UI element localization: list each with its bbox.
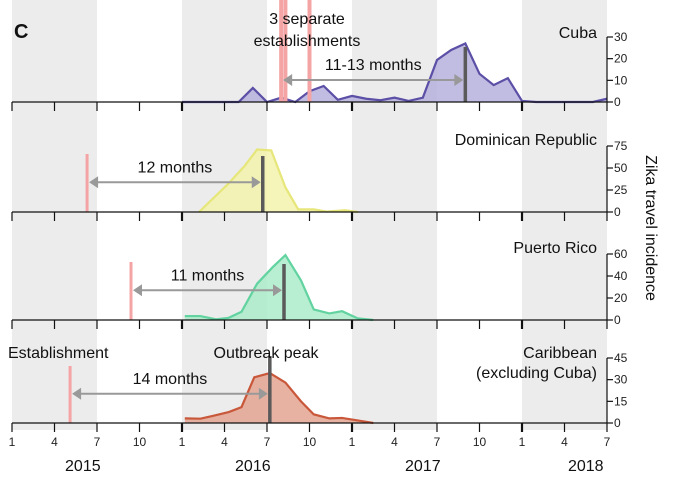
y-tick-label: 25 [614,183,628,197]
month-tick-label: 4 [391,435,398,449]
cuba-establishments-label-2: establishments [254,33,361,50]
y-tick-label: 30 [614,373,628,387]
month-tick-label: 7 [264,435,271,449]
series-area [199,149,358,212]
month-tick-label: 10 [473,435,487,449]
panel-title: Dominican Republic [455,132,597,149]
y-tick-label: 30 [614,30,628,44]
year-label: 2017 [405,458,441,475]
arrow-head-left-icon [89,176,99,189]
arrow-head-left-icon [72,387,82,400]
panel-subtitle: (excluding Cuba) [476,365,597,382]
month-tick-label: 10 [303,435,317,449]
arrow-head-right-icon [454,74,464,86]
panel-puerto-rico: 11 months Puerto Rico 0 20 40 60 [11,240,628,329]
arrow-head-right-icon [273,284,282,297]
series-area [184,255,374,320]
y-tick-label: 0 [614,205,621,219]
panel-cuba: 11-13 months Cuba 0 10 20 30 [11,0,628,111]
month-tick-label: 10 [133,435,147,449]
interval-label: 14 months [133,371,208,388]
x-axis-labels: 1 4 7 10 1 4 7 10 1 4 7 10 1 4 7 2015 2016 2017 2018 [9,435,611,475]
year-label: 2016 [235,458,271,475]
y-tick-label: 10 [614,73,628,87]
year-label: 2015 [65,458,101,475]
interval-label: 11-13 months [325,57,422,74]
month-tick-label: 7 [94,435,101,449]
series-line [184,371,374,425]
y-tick-label: 45 [614,351,628,365]
arrow-head-left-icon [283,74,293,86]
year-label: 2018 [568,458,604,475]
month-tick-label: 7 [434,435,441,449]
month-tick-label: 1 [519,435,526,449]
y-tick-label: 0 [614,313,621,327]
panel-title: Cuba [559,25,597,42]
panel-dominican-republic: 12 months Dominican Republic 0 25 50 75 [11,132,628,221]
panel-letter: C [14,21,28,43]
panel-title: Caribbean [523,345,597,362]
month-tick-label: 4 [51,435,58,449]
y-tick-label: 60 [614,247,628,261]
panel-caribbean: 14 months Caribbean (excluding Cuba) 0 15 30 4… [11,345,628,432]
cuba-establishments-label-1: 3 separate [269,11,345,28]
month-tick-label: 1 [349,435,356,449]
panel-title: Puerto Rico [513,240,597,257]
y-tick-label: 0 [614,95,621,109]
arrow-head-left-icon [133,284,142,297]
y-tick-label: 20 [614,291,628,305]
panels: 11-13 months Cuba 0 10 20 30 12 months Dominica… [11,0,628,432]
interval-label: 11 months [171,267,245,284]
month-tick-label: 7 [604,435,611,449]
month-tick-label: 1 [9,435,16,449]
establishment-label: Establishment [8,345,109,362]
y-tick-label: 0 [614,416,621,430]
arrow-head-right-icon [251,176,261,189]
month-tick-label: 1 [179,435,186,449]
series-area [184,373,374,423]
outbreak-peak-label: Outbreak peak [214,345,320,362]
y-tick-label: 20 [614,52,628,66]
month-tick-label: 4 [561,435,568,449]
y-tick-label: 75 [614,139,628,153]
month-tick-label: 4 [221,435,228,449]
y-axis-title: Zika travel incidence [642,155,659,301]
arrow-head-right-icon [258,387,268,400]
interval-label: 12 months [138,159,213,176]
y-tick-label: 15 [614,394,628,408]
series-line [184,253,374,322]
y-tick-label: 50 [614,161,628,175]
y-tick-label: 40 [614,269,628,283]
series-area [182,43,607,102]
